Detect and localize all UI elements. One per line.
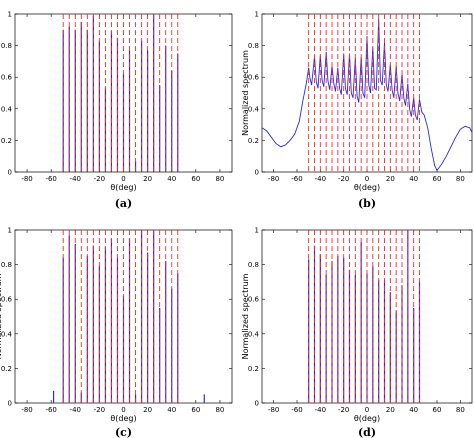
- y-tick-label: 1: [8, 11, 12, 19]
- x-tick-label: 60: [433, 175, 442, 183]
- x-tick-label: 0: [365, 406, 369, 414]
- spectrum-curve: [261, 18, 473, 172]
- y-tick-label: 0.4: [248, 105, 260, 113]
- y-tick-label: 1: [255, 11, 259, 19]
- y-tick-label: 0.2: [1, 137, 12, 145]
- x-tick-label: -20: [338, 175, 349, 183]
- x-tick-label: 80: [456, 406, 465, 414]
- x-axis-label: θ(deg): [110, 414, 136, 423]
- y-axis-label: Normalized spectrum: [241, 273, 250, 359]
- x-tick-label: -60: [45, 406, 56, 414]
- x-tick-label: -40: [70, 175, 81, 183]
- panel-label: (c): [115, 426, 132, 438]
- x-tick-label: -40: [315, 406, 326, 414]
- x-axis-label: θ(deg): [110, 183, 136, 192]
- y-axis-label: Normalized spectrum: [241, 50, 250, 136]
- x-tick-label: -20: [94, 175, 105, 183]
- y-tick-label: 0.8: [1, 42, 12, 50]
- panel-label: (b): [358, 197, 376, 210]
- x-tick-label: -60: [45, 175, 56, 183]
- x-tick-label: 20: [143, 406, 152, 414]
- y-tick-label: 0: [255, 400, 259, 408]
- x-tick-label: 60: [433, 406, 442, 414]
- x-tick-label: 0: [365, 175, 369, 183]
- y-tick-label: 0.2: [1, 365, 12, 373]
- x-tick-label: 20: [386, 406, 395, 414]
- x-tick-label: 0: [121, 175, 125, 183]
- x-axis-label: θ(deg): [354, 183, 380, 192]
- y-tick-label: 1: [8, 227, 12, 235]
- y-tick-label: 0: [255, 169, 259, 177]
- chart-panel-2: -80 -60 -40 -20 0 20 40 60 80 0 0.2 0.4 0.6 0.8 1 θ(deg…: [241, 11, 473, 210]
- x-axis-label: θ(deg): [354, 414, 380, 423]
- y-tick-label: 0.6: [1, 296, 13, 304]
- x-tick-label: -80: [268, 175, 279, 183]
- x-tick-label: -60: [291, 175, 302, 183]
- y-tick-label: 0.8: [1, 261, 12, 269]
- x-tick-label: 20: [143, 175, 152, 183]
- x-tick-label: -20: [338, 406, 349, 414]
- x-tick-label: 40: [409, 406, 418, 414]
- x-tick-label: 60: [191, 175, 200, 183]
- y-tick-label: 0.4: [1, 330, 13, 338]
- x-tick-label: 80: [215, 406, 224, 414]
- chart-panel-3: -80 -60 -40 -20 0 20 40 60 80 0 0.2 0.4 0.6 0.8 1 θ(deg…: [0, 227, 233, 438]
- y-tick-label: 0.6: [248, 296, 260, 304]
- x-tick-label: 80: [215, 175, 224, 183]
- x-tick-label: 80: [456, 175, 465, 183]
- x-tick-label: -40: [315, 175, 326, 183]
- x-tick-label: 40: [409, 175, 418, 183]
- y-tick-label: 0.2: [248, 365, 259, 373]
- y-tick-label: 0.6: [1, 74, 13, 82]
- y-tick-label: 0: [8, 169, 12, 177]
- x-tick-label: -80: [21, 175, 32, 183]
- x-tick-label: 0: [121, 406, 125, 414]
- y-tick-label: 0.4: [1, 105, 13, 113]
- y-axis-label: Normalized spectrum: [0, 273, 3, 359]
- x-tick-label: -40: [70, 406, 81, 414]
- y-tick-label: 0: [8, 400, 12, 408]
- y-tick-label: 0.8: [248, 42, 259, 50]
- y-tick-label: 0.4: [248, 330, 260, 338]
- chart-panel-4: -80 -60 -40 -20 0 20 40 60 80 0 0.2 0.4 0.6 0.8 1 θ(deg…: [241, 227, 473, 438]
- panel-label: (d): [358, 426, 376, 438]
- y-tick-label: 1: [255, 227, 259, 235]
- x-tick-label: 40: [167, 175, 176, 183]
- x-tick-label: 20: [386, 175, 395, 183]
- x-tick-label: -20: [94, 406, 105, 414]
- x-tick-label: -80: [21, 406, 32, 414]
- y-tick-label: 0.8: [248, 261, 259, 269]
- y-tick-label: 0.6: [248, 74, 260, 82]
- x-tick-label: -60: [291, 406, 302, 414]
- panel-label: (a): [115, 197, 133, 210]
- x-tick-label: 60: [191, 406, 200, 414]
- y-tick-label: 0.2: [248, 137, 259, 145]
- x-tick-label: 40: [167, 406, 176, 414]
- chart-panel-1: -80 -60 -40 -20 0 20 40 60 80 0 0.2 0.4 0.6 0.8 1 θ(deg…: [1, 11, 233, 210]
- x-tick-label: -80: [268, 406, 279, 414]
